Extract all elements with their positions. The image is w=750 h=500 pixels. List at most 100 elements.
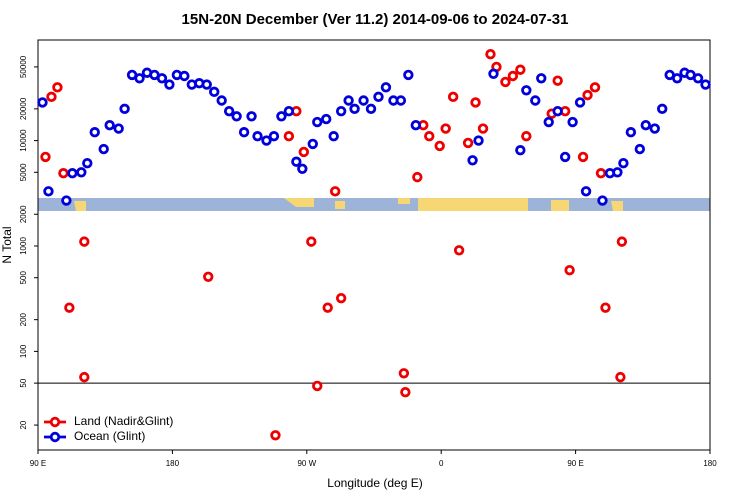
point	[216, 95, 227, 106]
plot-frame	[37, 39, 711, 451]
point	[306, 236, 317, 247]
point	[238, 127, 250, 138]
point	[297, 163, 308, 174]
x-tick-label: 180	[703, 459, 717, 468]
y-tick-label: 500	[19, 270, 28, 284]
x-tick-label: 90 W	[297, 459, 316, 468]
point	[564, 264, 575, 276]
point	[515, 145, 526, 156]
point	[552, 75, 563, 86]
point	[692, 73, 704, 84]
point	[434, 140, 445, 152]
point	[291, 156, 302, 167]
map-strip	[38, 198, 710, 211]
point	[485, 48, 496, 60]
point	[440, 123, 451, 134]
point	[312, 380, 323, 392]
point	[600, 302, 611, 313]
point	[649, 123, 660, 134]
point	[634, 143, 646, 155]
point	[46, 91, 57, 103]
point	[119, 103, 130, 115]
point	[321, 113, 332, 125]
chart-title: 15N-20N December (Ver 11.2) 2014-09-06 t…	[182, 11, 569, 28]
point	[64, 302, 75, 313]
y-tick-label: 5000	[19, 163, 28, 181]
point	[312, 116, 323, 128]
point	[671, 73, 683, 84]
point	[79, 371, 90, 383]
point	[276, 111, 287, 122]
point	[134, 73, 145, 84]
x-tick-label: 90 E	[30, 459, 46, 468]
point	[58, 168, 69, 179]
point	[335, 105, 347, 117]
y-axis-label: N Total	[0, 226, 14, 263]
y-tick-label: 2000	[19, 205, 28, 223]
point	[268, 131, 280, 142]
point	[156, 73, 168, 84]
point	[536, 73, 547, 84]
point	[328, 131, 339, 142]
point	[552, 105, 563, 117]
point	[335, 292, 347, 304]
point	[283, 131, 295, 142]
point	[447, 91, 459, 103]
legend-marker	[49, 416, 61, 428]
point	[515, 64, 526, 75]
point	[467, 155, 478, 166]
point	[395, 95, 407, 106]
point	[365, 103, 377, 115]
point	[615, 371, 626, 383]
point	[79, 236, 90, 247]
point	[488, 68, 499, 80]
point	[358, 95, 369, 106]
point	[349, 103, 360, 115]
y-tick-label: 50000	[19, 55, 28, 78]
x-tick-label: 0	[439, 459, 444, 468]
point	[52, 82, 63, 93]
point	[453, 245, 465, 256]
point	[104, 119, 115, 131]
point	[400, 387, 411, 398]
point	[470, 97, 481, 108]
point	[462, 137, 474, 149]
point	[67, 168, 78, 179]
point	[567, 116, 578, 128]
x-axis-label: Longitude (deg E)	[327, 476, 422, 490]
point	[223, 105, 235, 117]
point	[521, 131, 532, 142]
point	[500, 76, 511, 88]
point	[246, 111, 257, 122]
point	[543, 116, 554, 128]
point	[82, 158, 93, 169]
point	[403, 69, 414, 81]
point	[595, 168, 607, 179]
x-tick-label: 180	[166, 459, 180, 468]
point	[521, 85, 532, 96]
y-tick-label: 50	[19, 378, 28, 387]
point	[582, 89, 593, 101]
point	[380, 82, 392, 93]
point	[618, 158, 629, 169]
point	[37, 97, 48, 108]
y-tick-label: 20	[19, 420, 28, 429]
point	[203, 271, 214, 283]
y-tick-label: 100	[19, 344, 28, 358]
point	[201, 79, 212, 90]
point	[625, 127, 637, 138]
point	[283, 105, 295, 117]
point	[700, 79, 711, 90]
y-tick-label: 20000	[19, 97, 28, 120]
point	[597, 195, 608, 206]
point	[507, 70, 519, 82]
point	[410, 119, 422, 131]
point	[40, 151, 51, 163]
point	[412, 171, 423, 183]
point	[231, 111, 242, 122]
legend-label: Land (Nadir&Glint)	[74, 414, 173, 428]
point	[261, 135, 272, 146]
point	[574, 97, 586, 108]
x-tick-label: 90 E	[567, 459, 583, 468]
